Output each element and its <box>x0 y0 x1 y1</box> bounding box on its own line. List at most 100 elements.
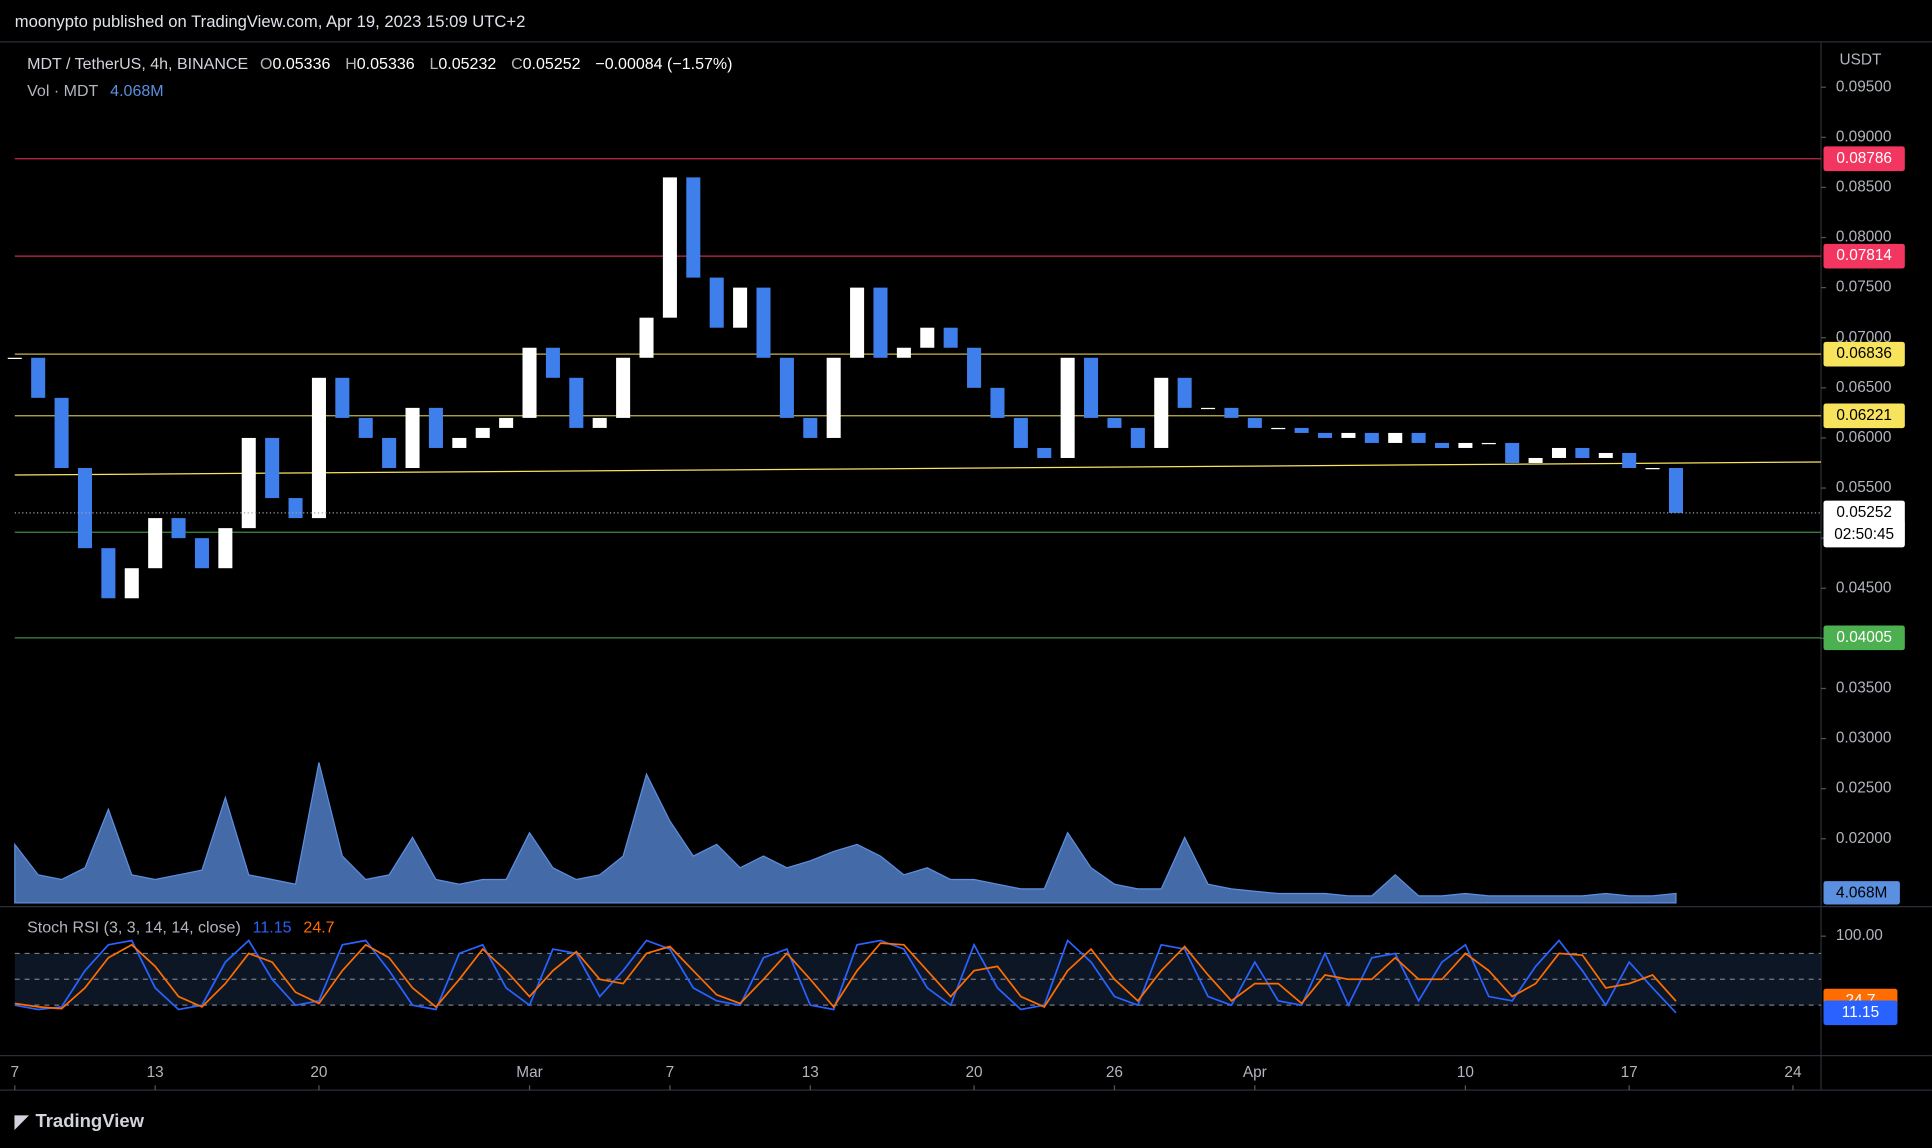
candle <box>1013 417 1028 448</box>
ohlc-item: C0.05252 <box>511 54 588 72</box>
level-badge <box>1823 243 1905 269</box>
ohlc-value: 0.05232 <box>438 54 497 73</box>
candle <box>1364 432 1379 443</box>
candle <box>779 357 794 418</box>
ohlc-item: L0.05232 <box>429 54 503 72</box>
y-tick-label: 0.08500 <box>1836 178 1892 195</box>
candle <box>1271 427 1286 430</box>
candle <box>288 498 303 519</box>
candle <box>77 468 92 549</box>
candle <box>475 427 490 438</box>
stoch-band <box>14 953 1822 1006</box>
candle <box>382 437 397 469</box>
candle <box>709 277 724 328</box>
candle <box>1411 432 1426 443</box>
candle <box>1575 447 1590 458</box>
candle <box>124 568 139 599</box>
countdown: 02:50:45 <box>1834 526 1894 543</box>
candle <box>1177 377 1192 408</box>
candle <box>54 397 69 469</box>
candle <box>1551 447 1567 458</box>
candle <box>616 357 631 418</box>
publish-header: moonypto published on TradingView.com, A… <box>14 12 526 31</box>
y-tick-label: 0.02000 <box>1836 830 1892 847</box>
stoch-legend: Stoch RSI (3, 3, 14, 14, close) 11.15 24… <box>27 918 342 936</box>
volume-name: Vol · MDT <box>27 81 99 100</box>
x-tick-label: 20 <box>310 1064 327 1081</box>
candle <box>1247 417 1262 428</box>
candle <box>1201 407 1216 410</box>
y-tick-label: 0.05500 <box>1836 479 1892 496</box>
stoch-line <box>14 942 1677 1010</box>
y-tick-label: 0.07000 <box>1836 329 1892 346</box>
stoch-title: Stoch RSI (3, 3, 14, 14, close) <box>27 917 241 937</box>
x-tick-label: 7 <box>11 1064 20 1081</box>
stoch-badge <box>1823 1000 1898 1026</box>
candle <box>803 417 818 438</box>
candle <box>1224 407 1239 418</box>
volume-area <box>14 762 1677 904</box>
currency: USDT <box>1840 51 1882 68</box>
x-tick-label: 24 <box>1784 1064 1802 1081</box>
candle <box>990 387 1005 418</box>
candle <box>31 357 46 398</box>
candle <box>1434 442 1450 448</box>
candle <box>1130 427 1145 448</box>
candle <box>826 357 841 438</box>
candle <box>1294 427 1309 433</box>
candle <box>873 287 888 358</box>
candle <box>1622 452 1637 469</box>
y-tick-label: 0.03000 <box>1836 730 1892 747</box>
candle <box>1341 432 1356 438</box>
x-tick-label: Apr <box>1243 1064 1267 1081</box>
candle <box>1060 357 1075 458</box>
candle <box>896 347 911 358</box>
stoch-d-last: 24.7 <box>303 917 335 937</box>
stoch-k-last: 11.15 <box>252 917 292 937</box>
candle <box>241 437 256 529</box>
candle <box>218 528 233 569</box>
candle <box>148 518 163 569</box>
candle <box>1645 468 1660 470</box>
level-badge-label: 0.06836 <box>1836 345 1892 362</box>
ohlc-label: C <box>511 54 523 73</box>
symbol-legend: MDT / TetherUS, 4h, BINANCE O0.05336 H0.0… <box>27 54 740 72</box>
level-badge-label: 0.07814 <box>1836 247 1892 264</box>
y-tick-label: 0.09500 <box>1836 78 1892 95</box>
ohlc-label: L <box>429 54 439 73</box>
candle <box>1318 432 1333 438</box>
ohlc-label: H <box>345 54 357 73</box>
candle <box>499 417 514 428</box>
x-tick-label: Mar <box>516 1064 542 1081</box>
y-tick-label: 0.08000 <box>1836 229 1892 246</box>
candle <box>265 437 280 499</box>
candle <box>101 548 116 599</box>
x-tick-label: 13 <box>147 1064 164 1081</box>
candle <box>405 407 420 469</box>
candle <box>452 437 467 448</box>
symbol: MDT / TetherUS, 4h, BINANCE <box>27 54 249 73</box>
y-tick-label: 0.06500 <box>1836 379 1892 396</box>
trendline <box>14 461 1822 476</box>
candle <box>545 347 560 378</box>
candle <box>1388 432 1403 443</box>
ohlc-value: 0.05252 <box>522 54 581 73</box>
volume-last: 4.068M <box>110 81 164 100</box>
candle <box>522 347 537 418</box>
ohlc-label: O <box>260 54 273 73</box>
stoch-badge-label: 11.15 <box>1842 1004 1879 1021</box>
level-badge <box>1823 625 1905 651</box>
candle <box>1037 447 1052 458</box>
candle <box>1154 377 1169 448</box>
last-price-badge <box>1823 500 1905 548</box>
level-badge-label: 0.08786 <box>1836 150 1892 167</box>
y-tick-label: 0.06000 <box>1836 429 1892 446</box>
y-tick-label: 0.03500 <box>1836 680 1892 697</box>
stoch-tick-label: 100.00 <box>1836 927 1883 944</box>
candle <box>358 417 373 438</box>
candle <box>335 377 350 418</box>
level-badge <box>1823 341 1905 367</box>
candle <box>686 177 701 278</box>
candle <box>7 357 22 360</box>
